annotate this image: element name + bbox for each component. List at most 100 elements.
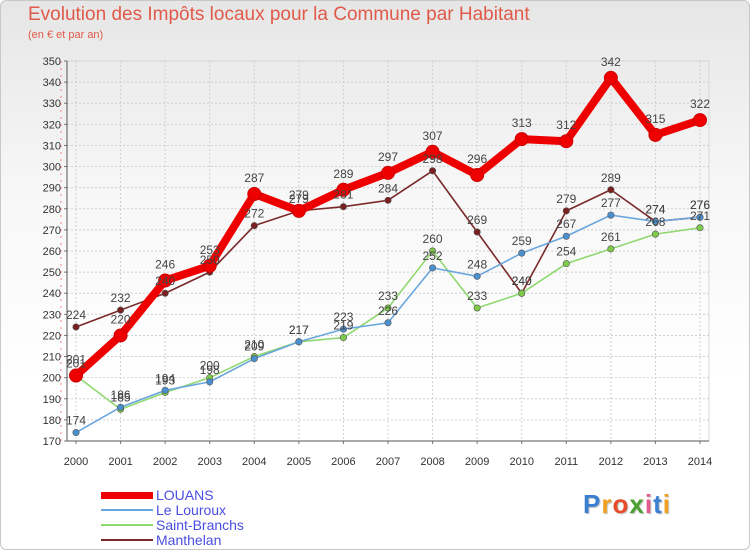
data-label-manthelan: 224 <box>66 308 86 322</box>
data-point-louans <box>470 168 485 182</box>
data-label-manthelan: 274 <box>645 202 665 216</box>
proxiti-logo: Proxiti <box>583 489 671 520</box>
data-label-saint-branchs: 185 <box>111 390 131 404</box>
data-label-le-louroux: 274 <box>645 202 665 216</box>
y-tick-label: 320 <box>43 119 61 131</box>
y-tick-label: 280 <box>43 204 61 216</box>
data-label-le-louroux: 248 <box>467 257 487 271</box>
data-point-louans <box>693 113 707 128</box>
y-tick-label: 170 <box>43 436 61 448</box>
axis-layer: 170 180 190 200 210 220 230 240 250 260 270 280 290 3… <box>43 56 713 468</box>
data-point-saint-branchs <box>384 304 392 312</box>
legend-swatch-louans <box>101 492 153 499</box>
data-point-louans <box>648 127 663 142</box>
x-tick-label: 2002 <box>153 456 177 468</box>
data-label-manthelan: 269 <box>467 213 487 227</box>
chart-subtitle: (en € et par an) <box>28 29 104 41</box>
data-point-saint-branchs <box>696 224 704 232</box>
data-point-manthelan <box>473 228 481 236</box>
data-label-le-louroux: 259 <box>512 234 532 248</box>
data-label-saint-branchs: 200 <box>200 359 220 373</box>
logo-letter: r <box>601 489 613 519</box>
y-tick-label: 220 <box>43 330 61 342</box>
data-point-manthelan <box>250 222 258 230</box>
data-point-le-louroux <box>429 264 437 272</box>
data-point-saint-branchs <box>607 245 615 253</box>
data-point-saint-branchs <box>651 230 659 238</box>
y-tick-label: 240 <box>43 288 61 300</box>
data-label-le-louroux: 226 <box>378 304 398 318</box>
data-label-manthelan: 272 <box>244 207 264 221</box>
data-point-manthelan <box>429 167 437 175</box>
data-point-le-louroux <box>250 355 258 363</box>
logo-letter: t <box>653 489 663 519</box>
data-point-le-louroux <box>206 378 214 386</box>
data-point-manthelan <box>562 207 570 215</box>
data-label-manthelan: 279 <box>556 192 576 206</box>
x-tick-label: 2009 <box>465 456 489 468</box>
data-label-louans: 297 <box>378 150 398 164</box>
data-point-saint-branchs <box>562 260 570 268</box>
data-point-le-louroux <box>339 325 347 333</box>
data-point-louans <box>291 203 306 218</box>
data-point-manthelan <box>117 306 125 314</box>
data-label-louans: 289 <box>333 167 353 181</box>
chart-title: Evolution des Impôts locaux pour la Comm… <box>28 4 530 25</box>
data-label-manthelan: 250 <box>200 253 220 267</box>
data-point-le-louroux <box>696 213 704 221</box>
data-point-louans <box>158 273 173 288</box>
data-point-louans <box>69 368 83 383</box>
data-point-le-louroux <box>384 319 392 327</box>
data-label-saint-branchs: 217 <box>289 323 309 337</box>
x-tick-label: 2008 <box>420 456 444 468</box>
data-point-le-louroux <box>562 232 570 240</box>
data-label-manthelan: 276 <box>690 198 710 212</box>
data-label-louans: 279 <box>289 188 309 202</box>
data-label-le-louroux: 198 <box>200 363 220 377</box>
data-label-saint-branchs: 240 <box>512 274 532 288</box>
data-label-manthelan: 298 <box>423 152 443 166</box>
x-tick-label: 2006 <box>331 456 355 468</box>
data-label-saint-branchs: 261 <box>601 230 621 244</box>
y-tick-label: 180 <box>43 415 61 427</box>
data-label-louans: 315 <box>645 112 665 126</box>
y-tick-label: 270 <box>43 225 61 237</box>
data-point-louans <box>559 134 574 149</box>
data-label-louans: 313 <box>512 116 532 130</box>
data-label-saint-branchs: 268 <box>645 215 665 229</box>
data-point-le-louroux <box>651 217 659 225</box>
data-point-manthelan <box>72 323 80 331</box>
x-tick-label: 2004 <box>242 456 266 468</box>
y-tick-label: 310 <box>43 140 61 152</box>
data-label-louans: 296 <box>467 152 487 166</box>
data-label-louans: 287 <box>244 171 264 185</box>
data-point-le-louroux <box>295 338 303 346</box>
data-label-le-louroux: 209 <box>244 340 264 354</box>
x-tick-label: 2013 <box>643 456 667 468</box>
data-point-louans <box>603 70 618 85</box>
data-label-saint-branchs: 271 <box>690 209 710 223</box>
y-tick-label: 330 <box>43 98 61 110</box>
data-label-louans: 253 <box>200 243 220 257</box>
x-tick-label: 2012 <box>599 456 623 468</box>
data-label-saint-branchs: 260 <box>423 232 443 246</box>
logo-letter: x <box>629 489 645 519</box>
logo-letter: i <box>644 489 654 519</box>
logo-letter: o <box>612 489 630 519</box>
data-label-le-louroux: 277 <box>601 196 621 210</box>
y-tick-label: 210 <box>43 352 61 364</box>
data-point-saint-branchs <box>473 304 481 312</box>
y-tick-label: 350 <box>43 56 61 68</box>
data-point-louans <box>247 187 262 201</box>
data-label-louans: 201 <box>66 353 86 367</box>
logo-letter: P <box>583 489 602 519</box>
legend-swatch-le-louroux <box>101 509 153 511</box>
legend-swatch-manthelan <box>101 539 153 541</box>
data-label-manthelan: 284 <box>378 181 398 195</box>
x-tick-label: 2005 <box>287 456 311 468</box>
data-label-saint-branchs: 233 <box>467 289 487 303</box>
legend-swatch-saint-branchs <box>101 524 153 526</box>
data-point-le-louroux <box>161 386 169 394</box>
y-tick-label: 300 <box>43 162 61 174</box>
